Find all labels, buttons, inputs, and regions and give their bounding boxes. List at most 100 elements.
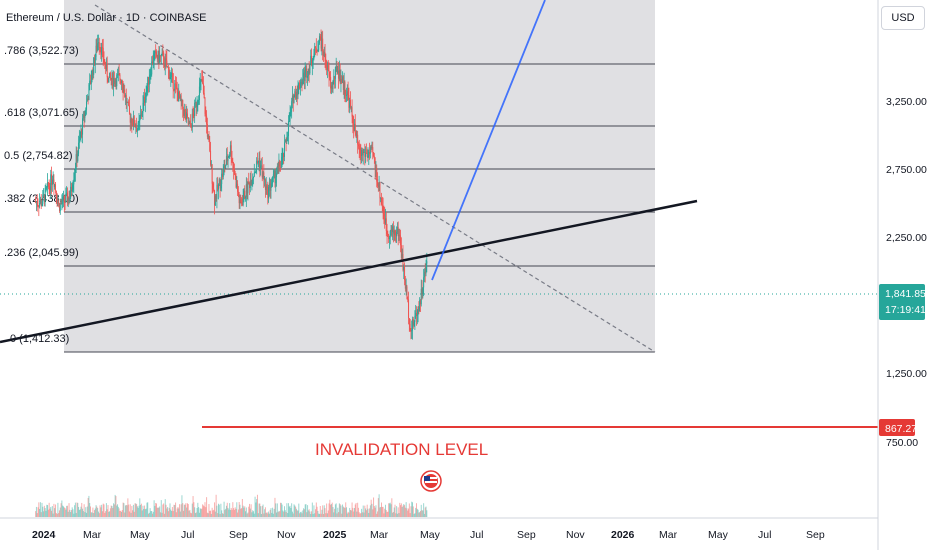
fib-zone[interactable] <box>64 0 655 352</box>
volume-bar <box>86 512 88 517</box>
volume-bar <box>78 509 80 517</box>
candle-body <box>422 287 424 294</box>
candle-body <box>363 152 365 154</box>
volume-bar <box>384 504 386 517</box>
candle-body <box>210 164 212 166</box>
candlestick-series[interactable] <box>35 29 428 340</box>
volume-bar <box>400 503 402 517</box>
volume-bar <box>308 509 310 517</box>
volume-bar <box>137 507 139 517</box>
candle-body <box>155 50 157 52</box>
volume-bar <box>41 502 43 517</box>
candle-body <box>293 95 295 104</box>
volume-bar <box>153 500 155 517</box>
candle-body <box>50 174 52 191</box>
volume-bar <box>291 503 293 517</box>
volume-bar <box>339 504 341 517</box>
volume-bar <box>116 505 118 517</box>
candle-body <box>279 161 281 168</box>
volume-bar <box>46 504 48 517</box>
projection-line[interactable] <box>431 0 546 281</box>
volume-bar <box>169 503 171 517</box>
volume-bar <box>59 507 61 517</box>
candle-body <box>269 183 271 191</box>
price-tick: 3,250.00 <box>886 96 927 108</box>
currency-button[interactable]: USD <box>881 6 925 30</box>
volume-bar <box>361 508 363 517</box>
volume-bar <box>373 505 375 517</box>
volume-bar <box>111 506 113 517</box>
candle-body <box>133 116 135 126</box>
candle-body <box>381 197 382 205</box>
chart-title[interactable]: Ethereum / U.S. Dollar · 1D · COINBASE <box>6 12 207 24</box>
candle-body <box>114 80 116 84</box>
volume-bar <box>101 511 103 517</box>
volume-bar <box>264 509 266 517</box>
volume-bar <box>306 512 308 517</box>
candle-body <box>272 176 274 184</box>
volume-bar <box>424 507 426 517</box>
volume-bar <box>416 508 418 517</box>
candle-body <box>162 52 164 54</box>
volume-bar <box>260 506 262 517</box>
candle-body <box>62 196 64 198</box>
volume-bar <box>418 512 420 517</box>
price-axis[interactable]: 3,250.00 2,750.00 2,250.00 1,250.00 750.… <box>886 96 927 449</box>
time-axis[interactable]: 2024 Mar May Jul Sep Nov 2025 Mar May Ju… <box>32 529 825 541</box>
last-price-tag: 1,841.85 17:19:41 <box>879 284 926 320</box>
volume-bar <box>263 513 265 517</box>
candle-body <box>412 319 414 331</box>
candle-body <box>65 194 67 203</box>
volume-bar <box>410 506 412 517</box>
volume-bar <box>244 506 246 517</box>
volume-bar <box>234 507 236 517</box>
candle-body <box>56 197 58 203</box>
volume-bar <box>365 510 367 517</box>
candle-body <box>109 72 111 78</box>
volume-bar <box>71 507 73 517</box>
candle-body <box>311 55 313 66</box>
volume-bar <box>51 506 53 517</box>
candle-body <box>283 153 285 157</box>
candle-body <box>209 141 211 151</box>
volume-bar <box>337 507 339 517</box>
volume-bar <box>276 503 278 517</box>
candle-body <box>228 156 230 158</box>
candle-body <box>276 166 278 174</box>
volume-bar <box>163 503 165 517</box>
volume-bar <box>40 512 42 517</box>
candle-body <box>224 166 226 169</box>
volume-bar <box>163 513 165 517</box>
volume-bar <box>375 505 377 517</box>
candle-body <box>171 72 173 74</box>
candle-body <box>134 125 136 128</box>
candle-body <box>301 81 303 85</box>
candle-body <box>39 199 41 203</box>
economic-event-flag-icon[interactable] <box>420 470 442 492</box>
candle-body <box>179 95 181 99</box>
volume-bar <box>79 509 81 517</box>
candle-body <box>345 93 347 96</box>
volume-bar <box>109 511 111 517</box>
candle-body <box>235 174 237 188</box>
volume-bar <box>351 502 353 517</box>
volume-bar <box>233 508 235 517</box>
candle-body <box>271 183 273 187</box>
candle-body <box>419 300 421 312</box>
candle-body <box>109 72 111 79</box>
volume-bar <box>198 507 200 517</box>
volume-bar <box>124 512 126 517</box>
candle-body <box>349 100 351 108</box>
candle-body <box>397 227 399 237</box>
volume-bar <box>180 504 182 517</box>
support-trendline[interactable] <box>0 199 698 344</box>
volume-bar <box>378 494 380 517</box>
volume-bar <box>56 513 58 517</box>
candle-body <box>321 38 323 49</box>
candle-body <box>274 170 276 183</box>
volume-bar <box>157 507 159 517</box>
volume-bar <box>309 511 311 517</box>
volume-bar <box>259 503 261 517</box>
volume-bar <box>62 506 64 517</box>
